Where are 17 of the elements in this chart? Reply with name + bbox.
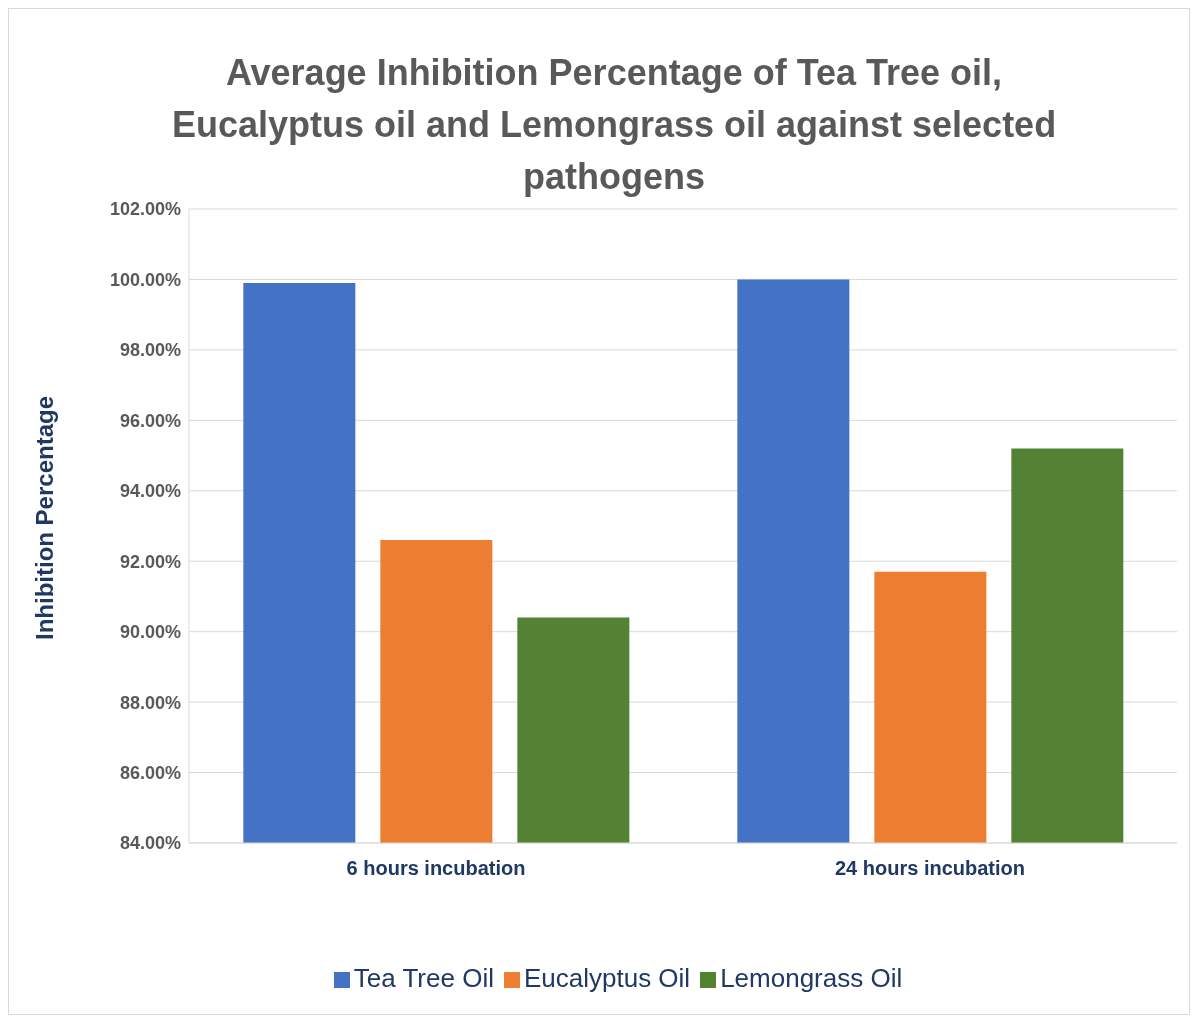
y-tick-label: 88.00% [119, 692, 181, 713]
legend-label: Eucalyptus Oil [523, 963, 691, 993]
legend-label: Lemongrass Oil [720, 963, 903, 993]
y-tick-label: 86.00% [119, 762, 181, 783]
y-tick-label: 102.00% [109, 199, 181, 220]
y-tick-label: 92.00% [119, 551, 181, 572]
y-tick-label: 100.00% [109, 269, 181, 290]
x-tick-label: 6 hours incubation [346, 857, 526, 880]
y-tick-label: 94.00% [119, 481, 181, 502]
y-tick-label: 90.00% [119, 622, 181, 643]
x-tick-label: 24 hours incubation [834, 857, 1026, 880]
y-tick-label: 84.00% [119, 833, 181, 854]
y-tick-label: 98.00% [119, 340, 181, 361]
legend-label: Tea Tree Oil [353, 963, 494, 993]
chart-title: Average Inhibition Percentage of Tea Tree oil, Eucalyptus oil and Lemongrass oil against selected pathogens [171, 52, 1057, 197]
y-tick-label: 96.00% [119, 410, 181, 431]
y-axis-title: Inhibition Percentage [31, 395, 59, 641]
